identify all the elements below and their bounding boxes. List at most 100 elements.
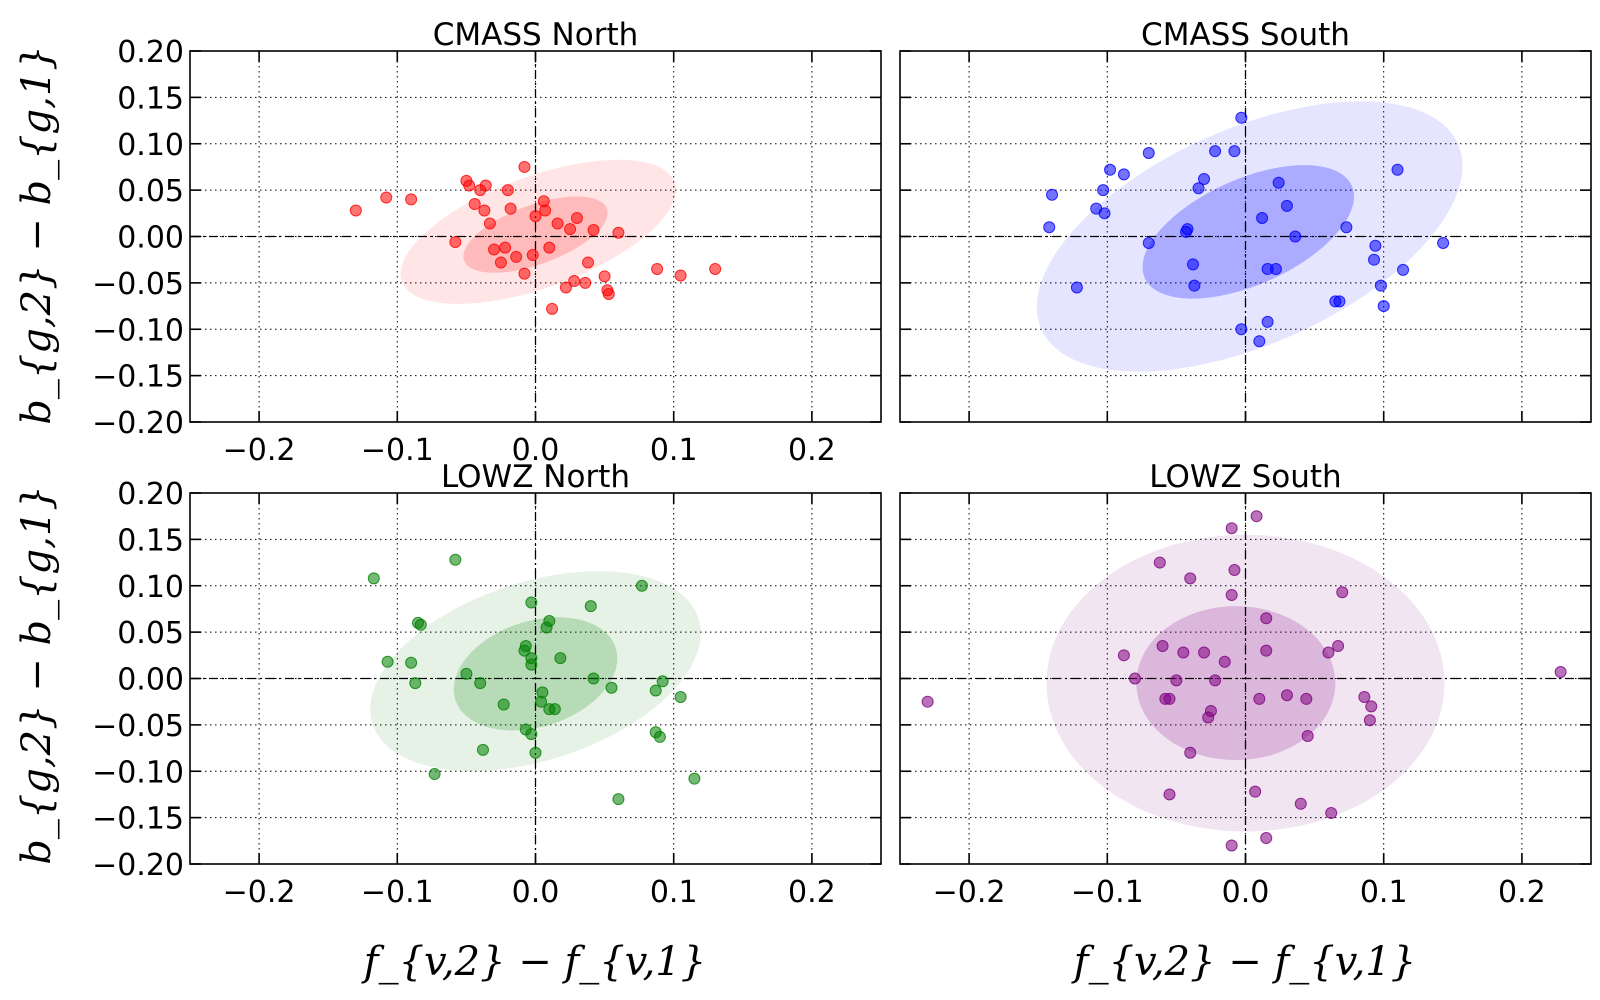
cmass-north-data-point [488,243,501,256]
cmass-north-data-point [564,223,577,236]
cmass-south-data-point [1235,323,1248,336]
cmass-south-data-point [1368,253,1381,266]
cmass-north-outer-ellipse [400,159,676,304]
lowz-south-data-point [921,695,934,708]
lowz-north-data-point [548,703,561,716]
cmass-north-data-point [551,217,564,230]
lowz-north-data-point [460,667,473,680]
cmass-north-data-point [349,204,362,217]
cmass-south-data-point [1235,111,1248,124]
cmass-north-ytick-label: −0.15 [92,360,184,395]
cmass-north-data-point [380,191,393,204]
cmass-north-data-point [559,281,572,294]
cmass-south-panel: CMASS South [899,17,1592,423]
cmass-north-data-point [518,267,531,280]
lowz-north-xtick-label: 0.1 [650,875,698,910]
lowz-south-data-point [1225,522,1238,535]
cmass-south-data-point [1097,184,1110,197]
cmass-north-data-point [463,179,476,192]
cmass-north-ytick-label: 0.10 [117,128,184,163]
lowz-north-data-point [497,698,510,711]
lowz-north-data-point [543,614,556,627]
cmass-north-data-point [526,249,539,262]
lowz-north-data-point [674,691,687,704]
lowz-south-xtick-label: −0.1 [1071,875,1144,910]
lowz-north-data-point [409,677,422,690]
lowz-north-data-point [476,743,489,756]
lowz-north-data-point [381,655,394,668]
cmass-north-data-point [651,262,664,275]
lowz-south-data-point [1225,839,1238,852]
cmass-south-data-point [1104,163,1117,176]
lowz-south-data-point [1363,714,1376,727]
lowz-north-ytick-label: 0.15 [117,523,184,558]
lowz-north-data-point [656,675,669,688]
cmass-south-data-point [1253,335,1266,348]
lowz-north-data-point [519,640,532,653]
cmass-north-data-point [449,236,462,249]
cmass-north-data-point [504,202,517,215]
cmass-north-ytick-label: −0.05 [92,267,184,302]
lowz-north-data-point [405,656,418,669]
lowz-south-xtick-label: 0.0 [1222,875,1270,910]
cmass-south-data-point [1142,236,1155,249]
lowz-south-data-point [1358,691,1371,704]
cmass-south-data-point [1272,176,1285,189]
cmass-north-data-point [405,193,418,206]
cmass-south-data-point [1437,236,1450,249]
cmass-south-data-point [1209,145,1222,158]
cmass-north-ytick-label: 0.15 [117,81,184,116]
cmass-south-data-point [1333,295,1346,308]
cmass-north-ytick-label: 0.20 [117,35,184,70]
cmass-south-data-point [1046,188,1059,201]
cmass-south-data-point [1198,172,1211,185]
cmass-north-ytick-label: 0.00 [117,221,184,256]
lowz-north-data-point [428,768,441,781]
lowz-south-data-point [1153,556,1166,569]
lowz-south-xtick-label: 0.1 [1360,875,1408,910]
lowz-south-title: LOWZ South [1149,459,1341,495]
lowz-south-data-point [1294,797,1307,810]
lowz-north-data-point [587,672,600,685]
lowz-north-data-point [414,618,427,631]
lowz-south-data-point [1225,589,1238,602]
cmass-north-data-point [579,276,592,289]
cmass-south-data-point [1043,221,1056,234]
cmass-south-data-point [1369,239,1382,252]
cmass-north-data-point [612,226,625,239]
lowz-south-inner-ellipse [1136,606,1336,761]
lowz-south-panel: −0.2 −0.1 0.0 0.1 0.2 LOWZ South [899,459,1592,910]
cmass-south-title: CMASS South [1141,17,1350,53]
lowz-south-data-point [1322,646,1335,659]
lowz-north-ytick-label: 0.10 [117,570,184,605]
lowz-south-data-point [1260,612,1273,625]
cmass-south-data-point [1142,147,1155,160]
lowz-south-data-point [1325,806,1338,819]
lowz-south-data-point [1332,640,1345,653]
cmass-south-data-point [1098,207,1111,220]
cmass-north-data-point [598,270,611,283]
lowz-north-ytick-label: −0.15 [92,802,184,837]
cmass-north-data-point [546,302,559,315]
cmass-south-data-point [1377,300,1390,313]
cmass-south-data-point [1397,263,1410,276]
cmass-north-data-point [483,217,496,230]
lowz-south-data-point [1163,692,1176,705]
lowz-north-data-point [612,793,625,806]
lowz-south-data-point [1336,586,1349,599]
lowz-north-data-point [529,746,542,759]
cmass-south-data-point [1340,221,1353,234]
cmass-north-ytick-label: −0.10 [92,313,184,348]
cmass-north-data-point [478,204,491,217]
cmass-north-data-point [582,256,595,269]
lowz-north-xtick-label: 0.2 [788,875,836,910]
lowz-south-data-point [1249,785,1262,798]
x-axis-label-left: f_{v,2} − f_{v,1} [361,939,706,985]
cmass-north-data-point [499,241,512,254]
lowz-south-data-point [1156,640,1169,653]
lowz-south-data-point [1198,646,1211,659]
lowz-north-xtick-label: −0.2 [223,875,296,910]
cmass-north-title: CMASS North [433,17,639,53]
lowz-south-data-point [1280,689,1293,702]
